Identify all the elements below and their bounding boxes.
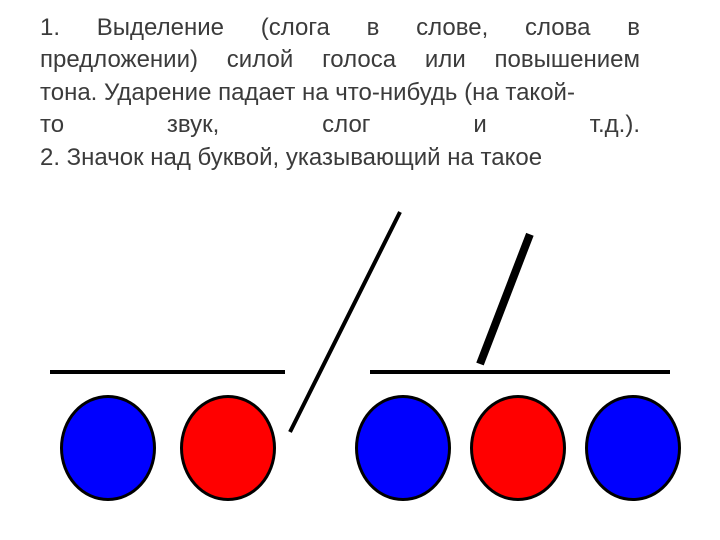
- definition-text: 1. Выделение (слога в слове, слова в пре…: [40, 12, 640, 174]
- sound-oval-1: [60, 395, 156, 501]
- word-line-2: [370, 370, 670, 374]
- text-line-4: то звук, слог и т.д.).: [40, 109, 640, 141]
- page-root: 1. Выделение (слога в слове, слова в пре…: [0, 0, 720, 540]
- sound-oval-2: [180, 395, 276, 501]
- sound-oval-5: [585, 395, 681, 501]
- word-line-1: [50, 370, 285, 374]
- text-line-1: 1. Выделение (слога в слове, слова в: [40, 12, 640, 44]
- text-line-5: 2. Значок над буквой, указывающий на так…: [40, 142, 640, 174]
- sound-oval-3: [355, 395, 451, 501]
- text-line-2: предложении) силой голоса или повышением: [40, 44, 640, 76]
- stress-mark-2: [476, 233, 533, 366]
- sound-oval-4: [470, 395, 566, 501]
- syllable-diagram: [30, 200, 690, 520]
- text-line-3: тона. Ударение падает на что-нибудь (на …: [40, 77, 640, 109]
